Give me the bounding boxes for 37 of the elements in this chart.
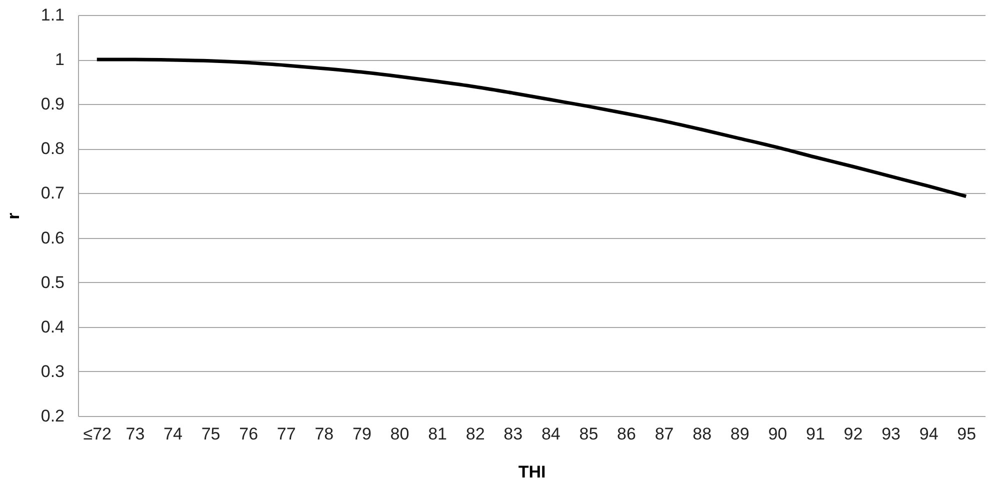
x-tick-label: 77 xyxy=(276,424,296,444)
x-tick-label: 84 xyxy=(541,424,560,444)
x-tick-label: 95 xyxy=(957,424,976,444)
y-tick-label: 0.2 xyxy=(40,406,64,426)
x-tick-label: 74 xyxy=(164,424,182,444)
x-tick-label: 89 xyxy=(730,424,750,444)
x-tick-label: 86 xyxy=(617,424,636,444)
x-tick-label: 87 xyxy=(654,424,674,444)
y-tick-label: 0.3 xyxy=(40,362,64,381)
x-tick-label: 93 xyxy=(882,424,900,444)
x-tick-label: 90 xyxy=(768,424,788,444)
x-tick-label: 91 xyxy=(806,424,825,444)
x-tick-label: 73 xyxy=(126,424,145,444)
x-tick-label: 85 xyxy=(579,424,598,444)
y-tick-label: 0.4 xyxy=(40,317,64,336)
x-tick-label: ≤72 xyxy=(83,424,112,444)
x-tick-label: 76 xyxy=(239,424,258,444)
x-axis-title: THI xyxy=(518,462,546,482)
y-tick-label: 0.9 xyxy=(40,94,64,114)
y-tick-label: 0.7 xyxy=(40,184,64,203)
line-series xyxy=(95,58,968,198)
y-tick-label: 0.8 xyxy=(40,139,64,158)
y-tick-label: 1.1 xyxy=(40,6,64,24)
x-tick-label: 88 xyxy=(692,424,712,444)
x-tick-label: 81 xyxy=(428,424,447,444)
x-tick-label: 83 xyxy=(504,424,523,444)
x-tick-label: 94 xyxy=(919,424,938,444)
y-tick-label: 1 xyxy=(55,50,64,70)
x-tick-label: 78 xyxy=(314,424,334,444)
y-tick-label: 0.6 xyxy=(40,228,64,248)
x-tick-label: 82 xyxy=(466,424,485,444)
y-axis-title: r xyxy=(4,212,23,220)
y-tick-label: 0.5 xyxy=(40,272,64,292)
x-tick-label: 75 xyxy=(201,424,220,444)
x-tick-label: 92 xyxy=(844,424,863,444)
x-tick-label: 79 xyxy=(352,424,372,444)
x-tick-label: 80 xyxy=(390,424,410,444)
